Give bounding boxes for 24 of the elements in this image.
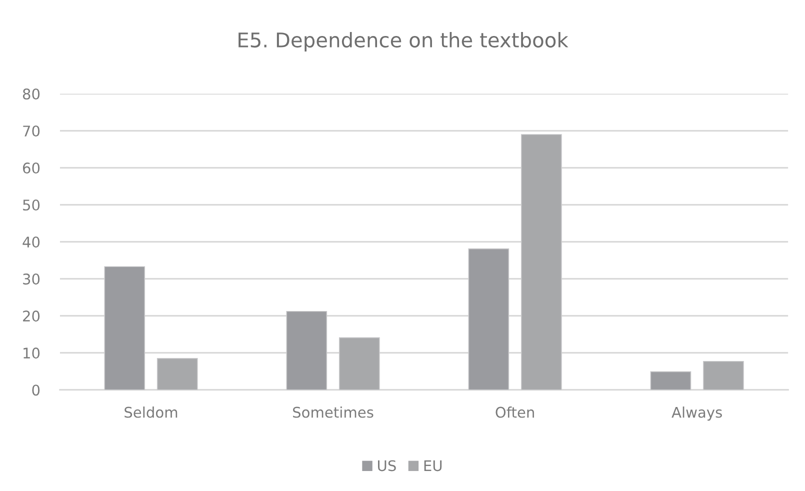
bar <box>650 371 692 390</box>
bar <box>468 248 510 390</box>
y-tick-label: 10 <box>24 348 40 359</box>
legend-label: EU <box>424 460 442 472</box>
y-tick-label: 0 <box>32 384 40 396</box>
bar <box>104 266 146 390</box>
chart-title: E5. Dependence on the textbook <box>238 32 568 52</box>
y-tick-label: 50 <box>23 200 40 211</box>
y-tick-label: 70 <box>23 126 40 137</box>
y-tick-label: 30 <box>23 274 40 285</box>
bar <box>521 134 562 390</box>
x-tick-label: Always <box>672 406 722 421</box>
y-tick-label: 20 <box>23 310 40 322</box>
y-tick-label: 60 <box>22 162 40 174</box>
x-tick-label: Seldom <box>124 406 178 418</box>
x-tick-label: Often <box>496 406 534 418</box>
legend-label: US <box>378 460 396 472</box>
bar <box>703 360 744 390</box>
x-tick-label: Sometimes <box>293 406 374 418</box>
bar <box>156 358 198 390</box>
y-tick-label: 40 <box>22 236 40 248</box>
bar <box>286 310 328 390</box>
y-tick-label: 80 <box>22 88 40 100</box>
bar <box>338 337 380 390</box>
